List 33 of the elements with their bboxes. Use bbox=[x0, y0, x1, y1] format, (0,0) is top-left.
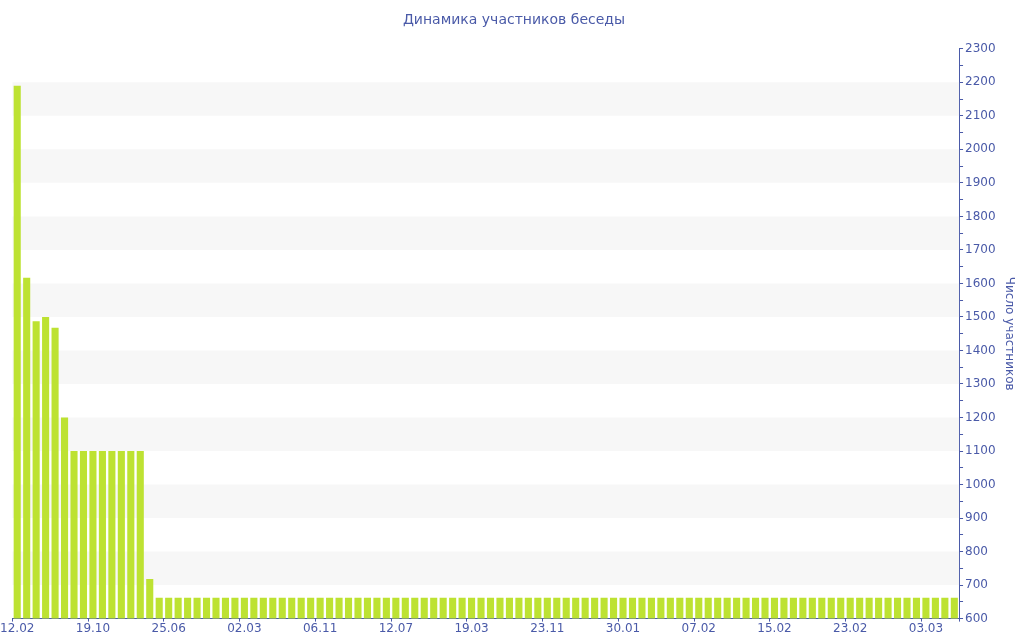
x-tick-label: 19.03 bbox=[454, 620, 489, 635]
y2-tick-label: 1600 bbox=[965, 275, 996, 290]
y2-axis-title: Число участников bbox=[1002, 276, 1017, 391]
y2-tick-label: 1100 bbox=[965, 443, 996, 458]
y2-tick-label: 800 bbox=[965, 543, 988, 558]
y2-tick-label: 1400 bbox=[965, 342, 996, 357]
y2-tick-label: 2000 bbox=[965, 141, 996, 156]
x-tick-label: 19.10 bbox=[75, 620, 111, 635]
y2-tick-label: 1800 bbox=[965, 208, 996, 223]
y2-tick-label: 2100 bbox=[965, 107, 996, 122]
y2-tick-label: 1900 bbox=[965, 175, 996, 189]
x-tick-label: 23.11 bbox=[530, 620, 565, 635]
x-tick-label: 02.03 bbox=[227, 620, 262, 635]
y2-tick-label: 2200 bbox=[965, 74, 996, 89]
x-tick-label: 25.06 bbox=[151, 620, 186, 635]
x-tick-label: 23.02 bbox=[833, 620, 868, 635]
chart-title: Динамика участников беседы bbox=[402, 11, 626, 28]
y2-tick-label: 900 bbox=[965, 510, 988, 525]
x-tick-label: 03.03 bbox=[908, 620, 944, 635]
x-tick-label: 12.02 bbox=[0, 620, 35, 635]
x-tick-label: 07.02 bbox=[681, 620, 716, 635]
y2-tick-label: 1500 bbox=[965, 309, 996, 324]
x-tick-label: 06.11 bbox=[302, 620, 338, 635]
y2-tick-label: 1200 bbox=[965, 409, 996, 424]
y2-tick-label: 2300 bbox=[965, 40, 996, 55]
x-tick-label: 15.02 bbox=[757, 620, 792, 635]
y2-tick-label: 700 bbox=[965, 577, 988, 592]
x-tick-label: 30.01 bbox=[605, 620, 641, 635]
y2-tick-label: 1000 bbox=[965, 476, 996, 491]
y2-tick-label: 1700 bbox=[965, 242, 996, 257]
y2-tick-label: 1300 bbox=[965, 376, 996, 391]
y2-tick-label: 600 bbox=[965, 610, 988, 625]
x-tick-label: 12.07 bbox=[378, 620, 414, 635]
